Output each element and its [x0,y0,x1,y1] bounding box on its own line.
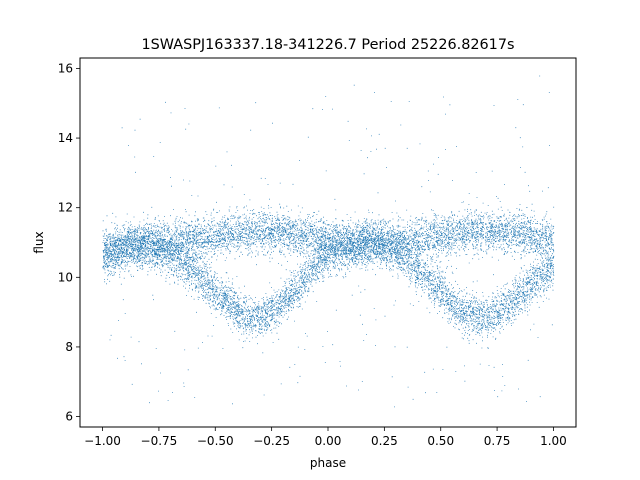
x-axis-label: phase [310,456,346,470]
x-tick-label: 0.75 [484,434,511,448]
plot-frame [79,57,577,428]
x-tick-label: −0.25 [253,434,290,448]
x-tick-label: 1.00 [540,434,567,448]
x-tick-label: 0.00 [315,434,342,448]
x-tick-label: −1.00 [84,434,121,448]
y-tick-label: 6 [65,410,73,424]
y-tick-label: 8 [65,340,73,354]
x-tick-label: 0.25 [371,434,398,448]
x-tick-label: −0.75 [141,434,178,448]
x-tick-label: −0.50 [197,434,234,448]
y-tick-label: 14 [58,131,73,145]
y-tick-label: 16 [58,61,73,75]
scatter-points [102,75,555,408]
y-axis-label: flux [32,231,46,253]
axis-ticks: −1.00 −0.75 −0.50 −0.25 0.00 0.25 0.50 0.75 1.00… [58,61,567,448]
x-tick-label: 0.50 [427,434,454,448]
chart-title: 1SWASPJ163337.18-341226.7 Period 25226.8… [142,37,515,53]
y-tick-label: 10 [58,270,73,284]
y-tick-label: 12 [58,201,73,215]
data-points [102,75,555,408]
